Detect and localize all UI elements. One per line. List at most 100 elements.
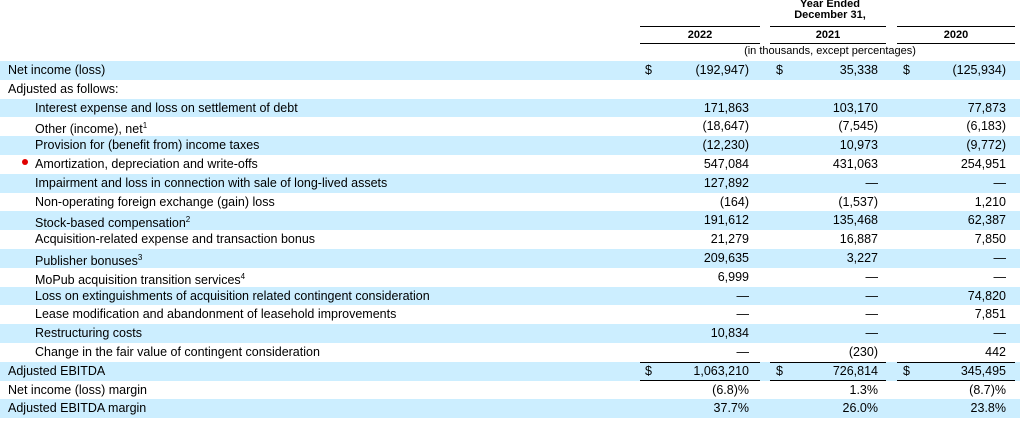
year-header: 2020 (943, 29, 969, 41)
table-row: Adjusted EBITDA $1,063,210 $726,814 $345,49… (0, 361, 1020, 381)
header-rule (640, 43, 760, 44)
total-rule (897, 361, 1015, 363)
value-cell: 21,279 (710, 232, 749, 247)
value-cell: 547,084 (703, 157, 749, 171)
value-cell: 431,063 (832, 157, 878, 171)
currency-sign: $ (903, 363, 910, 378)
currency-sign: $ (903, 63, 910, 77)
table-row: Change in the fair value of contingent c… (0, 343, 1020, 362)
total-rule (770, 361, 886, 363)
value-cell: 345,495 (960, 363, 1006, 378)
value-cell: 23.8% (970, 401, 1006, 416)
row-label: MoPub acquisition transition services4 (35, 271, 246, 287)
value-cell: — (736, 345, 750, 359)
row-label: Other (income), net1 (35, 121, 148, 137)
value-cell: 135,468 (832, 213, 878, 228)
value-cell: 1,210 (974, 194, 1006, 209)
value-cell: (12,230) (702, 138, 749, 153)
currency-sign: $ (776, 363, 783, 378)
value-cell: — (865, 269, 879, 284)
year-header: 2022 (687, 29, 713, 41)
value-cell: 442 (985, 345, 1006, 359)
value-cell: 7,850 (974, 232, 1006, 247)
table-row: Stock-based compensation2 191,612 135,468 6… (0, 211, 1020, 231)
table-row: Acquisition-related expense and transact… (0, 230, 1020, 249)
header-rule (640, 26, 760, 27)
header-rule (897, 43, 1015, 44)
value-cell: — (993, 326, 1007, 341)
row-label: Interest expense and loss on settlement … (35, 100, 298, 115)
date-header: December 31, (794, 9, 866, 21)
value-cell: — (993, 269, 1007, 284)
value-cell: 1.3% (849, 382, 879, 397)
value-cell: 10,973 (839, 138, 878, 153)
row-label: Restructuring costs (35, 326, 142, 341)
unit-note: (in thousands, except percentages) (744, 45, 916, 57)
table-row: Lease modification and abandonment of le… (0, 305, 1020, 324)
footnote-ref: 3 (137, 253, 143, 262)
row-label: Impairment and loss in connection with s… (35, 175, 388, 190)
row-label: Change in the fair value of contingent c… (35, 345, 320, 359)
value-cell: (6.8)% (712, 382, 749, 397)
table-row: Interest expense and loss on settlement … (0, 98, 1020, 118)
value-cell: (125,934) (952, 63, 1006, 77)
value-cell: (8.7)% (969, 382, 1006, 397)
row-label: Publisher bonuses3 (35, 253, 143, 269)
footnote-ref: 1 (142, 121, 148, 131)
row-label: Acquisition-related expense and transact… (35, 232, 316, 247)
table-row: Amortization, depreciation and write-off… (0, 155, 1020, 174)
row-label: Lease modification and abandonment of le… (35, 307, 397, 322)
row-label: Amortization, depreciation and write-off… (35, 157, 258, 171)
value-cell: 1,063,210 (693, 363, 749, 378)
year-header: 2021 (815, 29, 841, 41)
value-cell: 26.0% (842, 401, 878, 416)
value-cell: 3,227 (846, 251, 878, 265)
value-cell: 16,887 (839, 232, 878, 247)
value-cell: 10,834 (710, 326, 749, 341)
table-row: Adjusted as follows: (0, 80, 1020, 99)
table-row: Non-operating foreign exchange (gain) lo… (0, 193, 1020, 212)
table-row: Provision for (benefit from) income taxe… (0, 136, 1020, 155)
value-cell: — (993, 175, 1007, 190)
value-cell: — (865, 307, 879, 322)
footnote-ref: 4 (240, 271, 246, 281)
header-rule (770, 26, 886, 27)
table-row: Restructuring costs 10,834 — — (0, 324, 1020, 343)
value-cell: — (865, 288, 879, 303)
value-cell: — (865, 326, 879, 341)
value-cell: (1,537) (838, 194, 878, 209)
row-label: Net income (loss) margin (8, 382, 147, 397)
value-cell: (9,772) (966, 138, 1006, 153)
row-label: Net income (loss) (8, 63, 106, 77)
value-cell: (192,947) (695, 63, 749, 77)
value-cell: 726,814 (832, 363, 878, 378)
table-row: Adjusted EBITDA margin 37.7% 26.0% 23.8% (0, 399, 1020, 419)
value-cell: 37.7% (713, 401, 749, 416)
value-cell: 254,951 (960, 157, 1006, 171)
row-label: Non-operating foreign exchange (gain) lo… (35, 194, 275, 209)
value-cell: 35,338 (839, 63, 878, 77)
row-label: Provision for (benefit from) income taxe… (35, 138, 260, 153)
value-cell: 103,170 (832, 100, 878, 115)
value-cell: 74,820 (967, 288, 1006, 303)
value-cell: 127,892 (703, 175, 749, 190)
currency-sign: $ (776, 63, 783, 77)
total-rule (640, 361, 760, 363)
value-cell: 191,612 (703, 213, 749, 228)
marker-dot (22, 159, 28, 165)
row-label: Adjusted EBITDA (8, 363, 106, 378)
table-row: Net income (loss) $ (192,947) $35,338 $ (125,… (0, 61, 1020, 80)
row-label: Adjusted as follows: (8, 81, 119, 96)
value-cell: — (736, 307, 750, 322)
table-row: Loss on extinguishments of acquisition r… (0, 286, 1020, 306)
table-row: Net income (loss) margin (6.8)% 1.3% (8.7)% (0, 381, 1020, 400)
table-row: Other (income), net1 (18,647) (7,545) (6,18… (0, 117, 1020, 136)
total-rule (640, 379, 760, 381)
value-cell: (6,183) (966, 119, 1006, 134)
header-rule (897, 26, 1015, 27)
table-row: Impairment and loss in connection with s… (0, 173, 1020, 193)
value-cell: — (736, 288, 750, 303)
row-label: Loss on extinguishments of acquisition r… (35, 288, 430, 303)
row-label: Adjusted EBITDA margin (8, 401, 147, 416)
